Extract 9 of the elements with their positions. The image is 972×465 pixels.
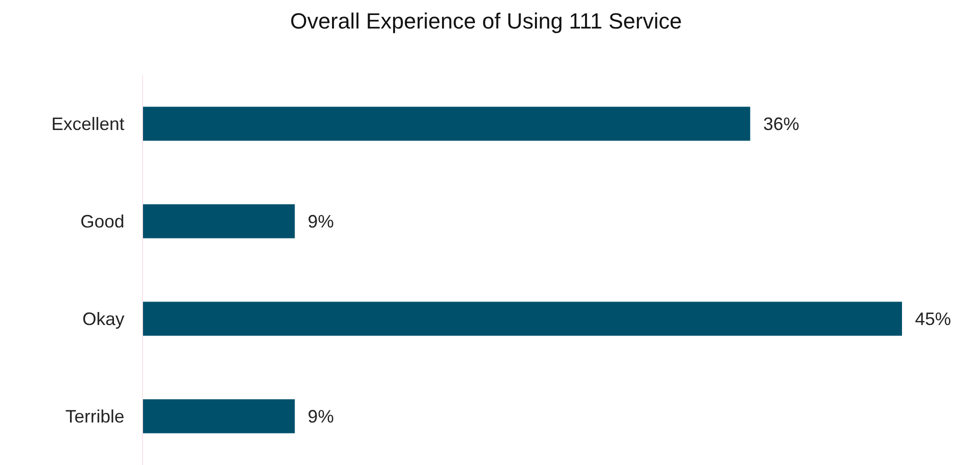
data-label: 9% xyxy=(298,406,334,426)
y-tick-label: Good xyxy=(80,212,124,232)
y-tick-label: Excellent xyxy=(51,114,124,134)
data-label: 45% xyxy=(905,308,952,329)
y-tick-label: Okay xyxy=(82,309,124,330)
data-label: 36% xyxy=(753,114,800,134)
chart-title: Overall Experience of Using 111 Service xyxy=(290,8,682,34)
y-tick-label: Terrible xyxy=(65,406,124,427)
data-label: 9% xyxy=(298,211,334,232)
